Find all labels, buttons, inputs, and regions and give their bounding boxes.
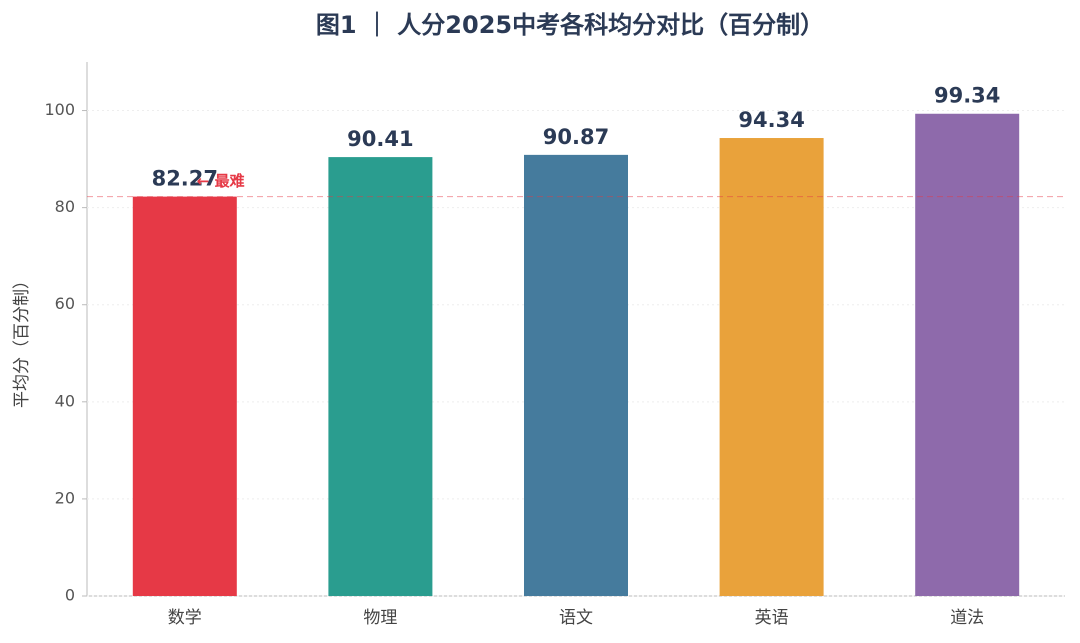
bar [524, 154, 628, 597]
value-label: 94.34 [738, 108, 804, 132]
y-tick-label: 40 [55, 391, 75, 410]
chart-title: 图1 ｜ 人分2025中考各科均分对比（百分制） [316, 11, 824, 39]
x-tick-label: 英语 [755, 608, 789, 628]
y-tick-label: 60 [55, 294, 75, 313]
value-label: 90.87 [543, 125, 609, 149]
x-tick-label: 语文 [559, 608, 593, 628]
value-label: 99.34 [934, 84, 1000, 108]
y-tick-label: 80 [55, 197, 75, 216]
bar [132, 196, 237, 596]
y-tick-label: 20 [55, 488, 75, 507]
bar [915, 113, 1020, 597]
y-tick-label: 100 [44, 100, 75, 119]
x-tick-label: 物理 [363, 608, 397, 628]
x-tick-label: 数学 [168, 608, 202, 628]
x-tick-label: 道法 [950, 608, 984, 628]
bar [328, 157, 433, 597]
value-label: 90.41 [347, 127, 413, 151]
annotation: ← 最难 [197, 172, 245, 190]
y-tick-label: 0 [65, 586, 75, 605]
value-label: 82.27 [152, 167, 218, 191]
bar [719, 138, 824, 596]
y-axis-label: 平均分（百分制） [12, 272, 32, 408]
